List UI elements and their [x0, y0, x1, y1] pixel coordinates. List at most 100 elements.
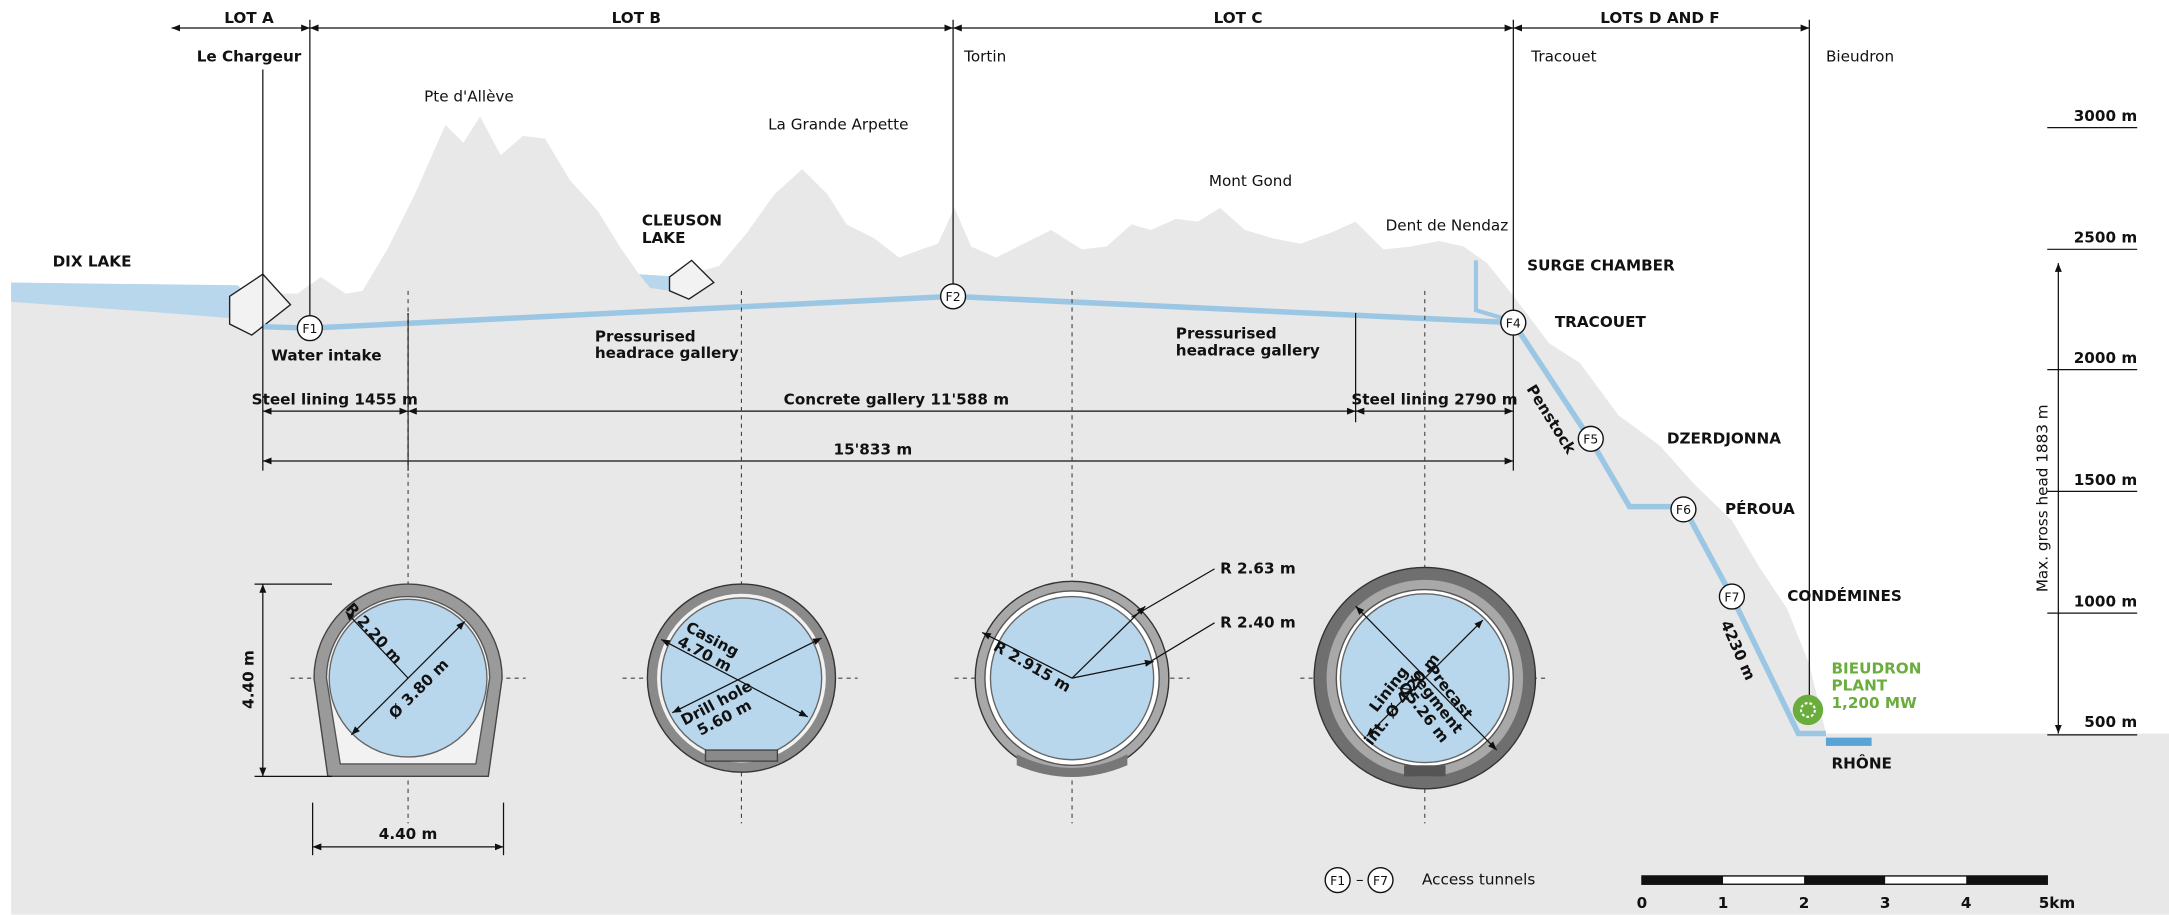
access-label: F7 [1724, 589, 1739, 604]
radius-label: R 2.40 m [1220, 613, 1296, 631]
access-circle [1670, 496, 1697, 523]
scale-segment [1804, 875, 1886, 885]
legend-to: F7 [1373, 873, 1388, 888]
gallery-label: Water intake [271, 346, 381, 364]
intake-cleuson [668, 259, 715, 300]
leader [1131, 568, 1215, 618]
text-line: 1,200 MW [1831, 694, 1917, 712]
dix-lake-water [11, 282, 270, 322]
max-head-label: Max. gross head 1883 m [2034, 404, 2052, 592]
feature: SURGE CHAMBER [1527, 256, 1675, 274]
plant-icon [1792, 694, 1824, 726]
dimension-label: Steel lining 1455 m [252, 391, 418, 409]
scale-segment [1641, 875, 1724, 885]
scale-label: 0 [1637, 894, 1648, 912]
altitude-label: 2500 m [2074, 229, 2137, 247]
legend-circle [1324, 866, 1351, 894]
access-circle [1577, 425, 1604, 452]
peak: Mont Gond [1209, 172, 1292, 190]
height-label: 4.40 m [239, 650, 257, 709]
legend-label: Access tunnels [1422, 871, 1535, 889]
text-line: LAKE [642, 229, 686, 247]
feature: RHÔNE [1831, 753, 1891, 772]
access-label: F6 [1676, 502, 1691, 517]
lot-label: LOT C [1214, 9, 1263, 27]
dimension-label: Steel lining 2790 m [1351, 391, 1517, 409]
dimension-label: 15'833 m [834, 440, 913, 458]
scale-segment [1966, 875, 2048, 885]
diameter-line [1366, 619, 1484, 737]
drill-line [660, 638, 809, 718]
legend-dash: – [1356, 871, 1364, 889]
place: Tortin [963, 48, 1006, 66]
place: Bieudron [1826, 48, 1894, 66]
radius-line [981, 631, 1073, 679]
access-tunnels: F1 F2 F4 F5 F6 F7 [296, 283, 1746, 610]
section-invert [704, 749, 779, 762]
altitude-label: 2000 m [2074, 349, 2137, 367]
altitude-label: 500 m [2084, 713, 2137, 731]
access-circle [1718, 583, 1746, 610]
legend-circle [1367, 866, 1394, 894]
text-line: BIEUDRON [1831, 659, 1921, 677]
radius-line [1071, 605, 1146, 679]
section-invert [1404, 765, 1446, 777]
scale-label: 2 [1799, 894, 1810, 912]
scale-label: 5km [2039, 894, 2076, 912]
text-line: headrace gallery [595, 344, 739, 362]
altitude-label: 1000 m [2074, 593, 2137, 611]
feature: DIX LAKE [53, 252, 132, 270]
peak: La Grande Arpette [768, 115, 908, 133]
plant-icon-inner [1800, 701, 1816, 718]
altitude-label: 3000 m [2074, 107, 2137, 125]
surge-chamber [1473, 260, 1514, 324]
section-concrete-1: Casing4.70 m Drill hole5.60 m [622, 583, 858, 773]
altitude-scale: 3000 m 2500 m 2000 m 1500 m 1000 m 500 m… [2034, 107, 2137, 736]
access-circle [939, 283, 967, 310]
plant-label: BIEUDRON PLANT 1,200 MW [1831, 659, 1921, 712]
text-line: headrace gallery [1176, 341, 1320, 359]
scale-label: 3 [1880, 894, 1891, 912]
text-line: Pressurised [1176, 324, 1277, 342]
access-label: F2 [946, 289, 961, 304]
section-steel-2: Liningint. Ø 4.20 m PrecastsegmentØ5.26 … [1300, 566, 1550, 790]
section-invert [1016, 754, 1128, 778]
intake-dix [228, 273, 292, 336]
feature: DZERDJONNA [1667, 429, 1781, 447]
section-concrete-2: R 2.63 m R 2.40 m R 2.915 m [954, 559, 1296, 778]
access-label: F4 [1506, 316, 1521, 331]
lot-label: LOTS D AND F [1600, 9, 1719, 27]
radius-line [345, 611, 409, 679]
place: Le Chargeur [197, 48, 302, 66]
feature: CONDÉMINES [1787, 586, 1902, 605]
headrace [262, 293, 1514, 331]
width-label: 4.40 m [379, 825, 438, 843]
lot-label: LOT A [224, 9, 274, 27]
text-line: PLANT [1831, 676, 1887, 694]
gallery-label: Pressurised headrace gallery [595, 327, 739, 362]
dimension-label: Concrete gallery 11'588 m [784, 391, 1009, 409]
legend-from: F1 [1330, 873, 1345, 888]
feature: PÉROUA [1725, 499, 1795, 518]
radius-line [1071, 659, 1154, 679]
peak: Dent de Nendaz [1386, 216, 1509, 234]
leader [1147, 622, 1215, 664]
scale-label: 4 [1961, 894, 1972, 912]
gallery-label: Pressurised headrace gallery [1176, 324, 1320, 359]
text-line: CLEUSON [642, 211, 722, 229]
section-steel: R 2.20 m Ø 3.80 m 4.40 m 4.40 m [239, 583, 526, 856]
altitude-label: 1500 m [2074, 471, 2137, 489]
lot-label: LOT B [612, 9, 661, 27]
peak: Pte d'Allève [424, 88, 514, 106]
access-circle [1500, 309, 1527, 336]
rhone-outlet [1825, 737, 1872, 746]
text-line: Pressurised [595, 327, 696, 345]
access-label: F5 [1583, 432, 1598, 447]
terrain [11, 116, 2169, 915]
access-label: F1 [302, 321, 317, 336]
feature: CLEUSON LAKE [642, 211, 722, 247]
place: Tracouet [1530, 48, 1596, 66]
access-circle [296, 315, 323, 342]
legend: F1 – F7 Access tunnels [1324, 866, 1535, 894]
